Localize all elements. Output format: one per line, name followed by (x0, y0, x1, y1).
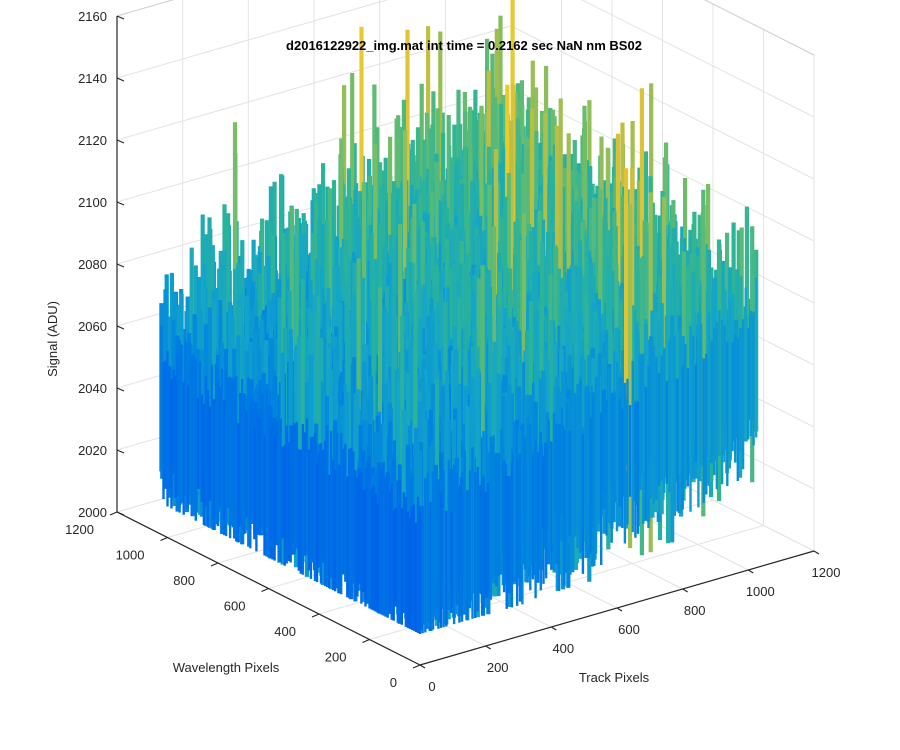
y-axis-title: Wavelength Pixels (173, 660, 280, 675)
x-tick (813, 550, 820, 555)
z-tick (116, 325, 125, 330)
z-tick-label: 2020 (78, 443, 107, 458)
z-tick (116, 15, 125, 20)
y-tick-label: 200 (325, 650, 347, 665)
x-tick (419, 664, 426, 669)
y-tick-label: 1000 (116, 548, 145, 563)
y-tick-label: 600 (224, 599, 246, 614)
y-tick (210, 562, 219, 567)
x-tick-label: 200 (487, 660, 509, 675)
x-tick (747, 569, 754, 574)
z-tick (116, 139, 125, 144)
x-tick (550, 626, 557, 631)
z-tick-label: 2040 (78, 381, 107, 396)
chart-title: d2016122922_img.mat int time = 0.2162 se… (286, 38, 642, 53)
y-tick-label: 0 (390, 675, 397, 690)
x-tick-label: 1000 (746, 584, 775, 599)
side-wall-grid-line (581, 0, 815, 118)
x-tick (682, 588, 689, 593)
z-tick-label: 2160 (78, 9, 107, 24)
tick-labels: 0 200 400 600 800 1000 1200 0 200 400 600 800 1000 12… (65, 9, 840, 694)
x-tick-label: 400 (552, 641, 574, 656)
back-wall-grid-line (116, 0, 389, 79)
z-tick (116, 511, 125, 516)
z-tick (116, 387, 125, 392)
x-tick-label: 800 (684, 603, 706, 618)
x-tick-label: 1200 (812, 565, 841, 580)
y-tick (412, 664, 421, 669)
z-axis-title: Signal (ADU) (45, 301, 60, 377)
y-tick (261, 587, 269, 593)
x-axis-title: Track Pixels (579, 670, 650, 685)
x-tick (485, 645, 492, 650)
y-tick (160, 536, 168, 542)
y-tick (362, 638, 370, 644)
z-tick (116, 201, 125, 206)
z-tick-label: 2060 (78, 319, 107, 334)
back-wall-grid-line (116, 87, 512, 203)
x-tick-label: 600 (618, 622, 640, 637)
z-tick-label: 2000 (78, 505, 107, 520)
y-tick-label: 1200 (65, 522, 94, 537)
z-tick (116, 77, 125, 82)
z-tick (116, 449, 125, 454)
x-tick (616, 607, 623, 612)
back-wall-grid-line (116, 25, 512, 141)
y-tick-label: 400 (274, 624, 296, 639)
y-tick (311, 613, 320, 618)
box-edge (703, 0, 815, 56)
z-tick-label: 2100 (78, 195, 107, 210)
y-tick (109, 511, 118, 516)
x-tick-label: 0 (428, 679, 435, 694)
side-wall-grid-line (510, 25, 815, 180)
z-tick-label: 2080 (78, 257, 107, 272)
z-tick-label: 2120 (78, 133, 107, 148)
y-tick-label: 800 (173, 573, 195, 588)
surface (159, 0, 759, 634)
z-tick-label: 2140 (78, 71, 107, 86)
axes (109, 15, 820, 669)
z-tick (116, 263, 125, 268)
